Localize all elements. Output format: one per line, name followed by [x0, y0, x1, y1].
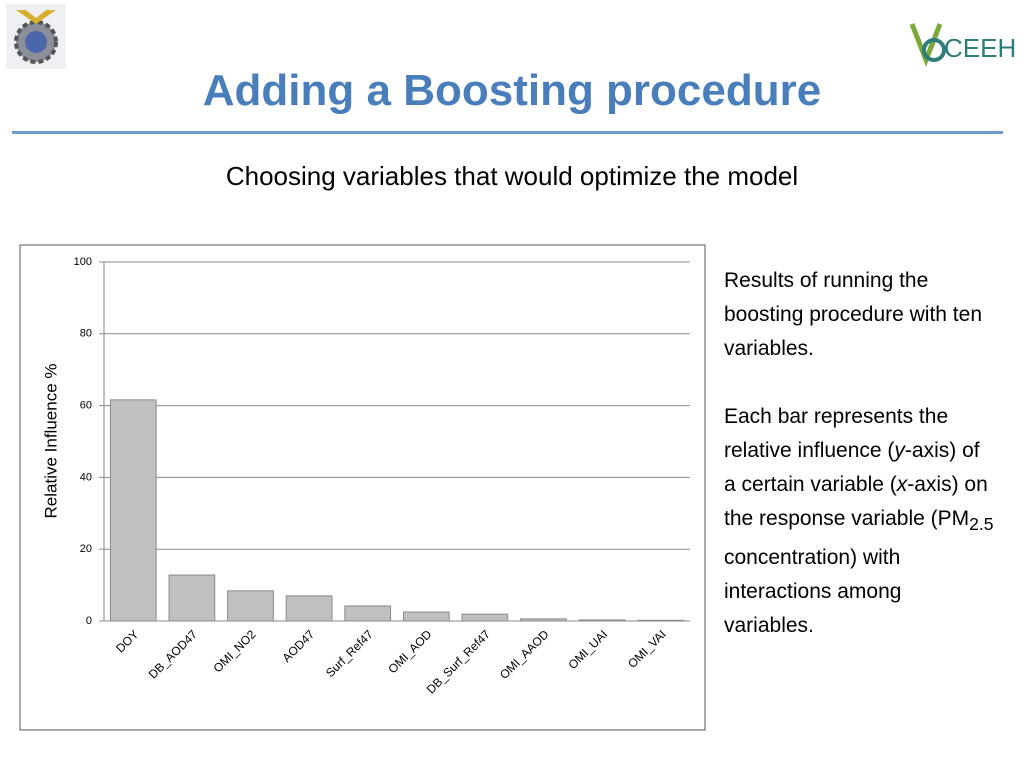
- university-logo: [6, 4, 66, 69]
- slide-subtitle: Choosing variables that would optimize t…: [225, 161, 799, 191]
- bar: [461, 613, 509, 622]
- note-text: concentration) with interactions among v…: [724, 546, 902, 638]
- bar: [168, 574, 216, 622]
- bar: [227, 590, 274, 622]
- logo-mark: [16, 10, 56, 24]
- note-subscript: 2.5: [969, 514, 994, 535]
- bar: [285, 595, 333, 622]
- note-italic: y: [894, 439, 905, 462]
- y-tick-label: 0: [86, 615, 92, 627]
- bar: [109, 399, 157, 622]
- y-tick-label: 80: [80, 328, 92, 340]
- logo-v: [909, 23, 943, 67]
- y-tick-label: 60: [80, 400, 92, 412]
- note-text: -axis) on the response variable (PM: [724, 473, 988, 530]
- bar: [578, 619, 626, 622]
- logo-c: [922, 38, 946, 62]
- y-tick-label: 40: [80, 471, 92, 483]
- y-axis-label: Relative Influence %: [41, 364, 60, 519]
- y-tick-label: 20: [80, 543, 92, 555]
- bar: [520, 618, 567, 622]
- note-text: -axis) of a certain variable (: [724, 439, 980, 496]
- bar: [402, 611, 450, 622]
- ceeh-logo: CEEH: [909, 23, 1016, 67]
- notes: Results of running the boosting procedur…: [724, 264, 994, 677]
- slide-title: Adding a Boosting procedure: [202, 66, 822, 115]
- note-paragraph: Each bar represents the relative influen…: [724, 400, 994, 643]
- gear-center: [25, 31, 47, 53]
- note-paragraph: Results of running the boosting procedur…: [724, 269, 982, 360]
- logo-text: CEEH: [944, 33, 1016, 63]
- note-italic: x: [896, 473, 908, 496]
- bar: [637, 619, 685, 622]
- y-tick-label: 100: [74, 256, 92, 268]
- note-text: Each bar represents the relative influen…: [724, 405, 949, 462]
- title-rule: [12, 131, 1003, 134]
- bar: [344, 605, 392, 622]
